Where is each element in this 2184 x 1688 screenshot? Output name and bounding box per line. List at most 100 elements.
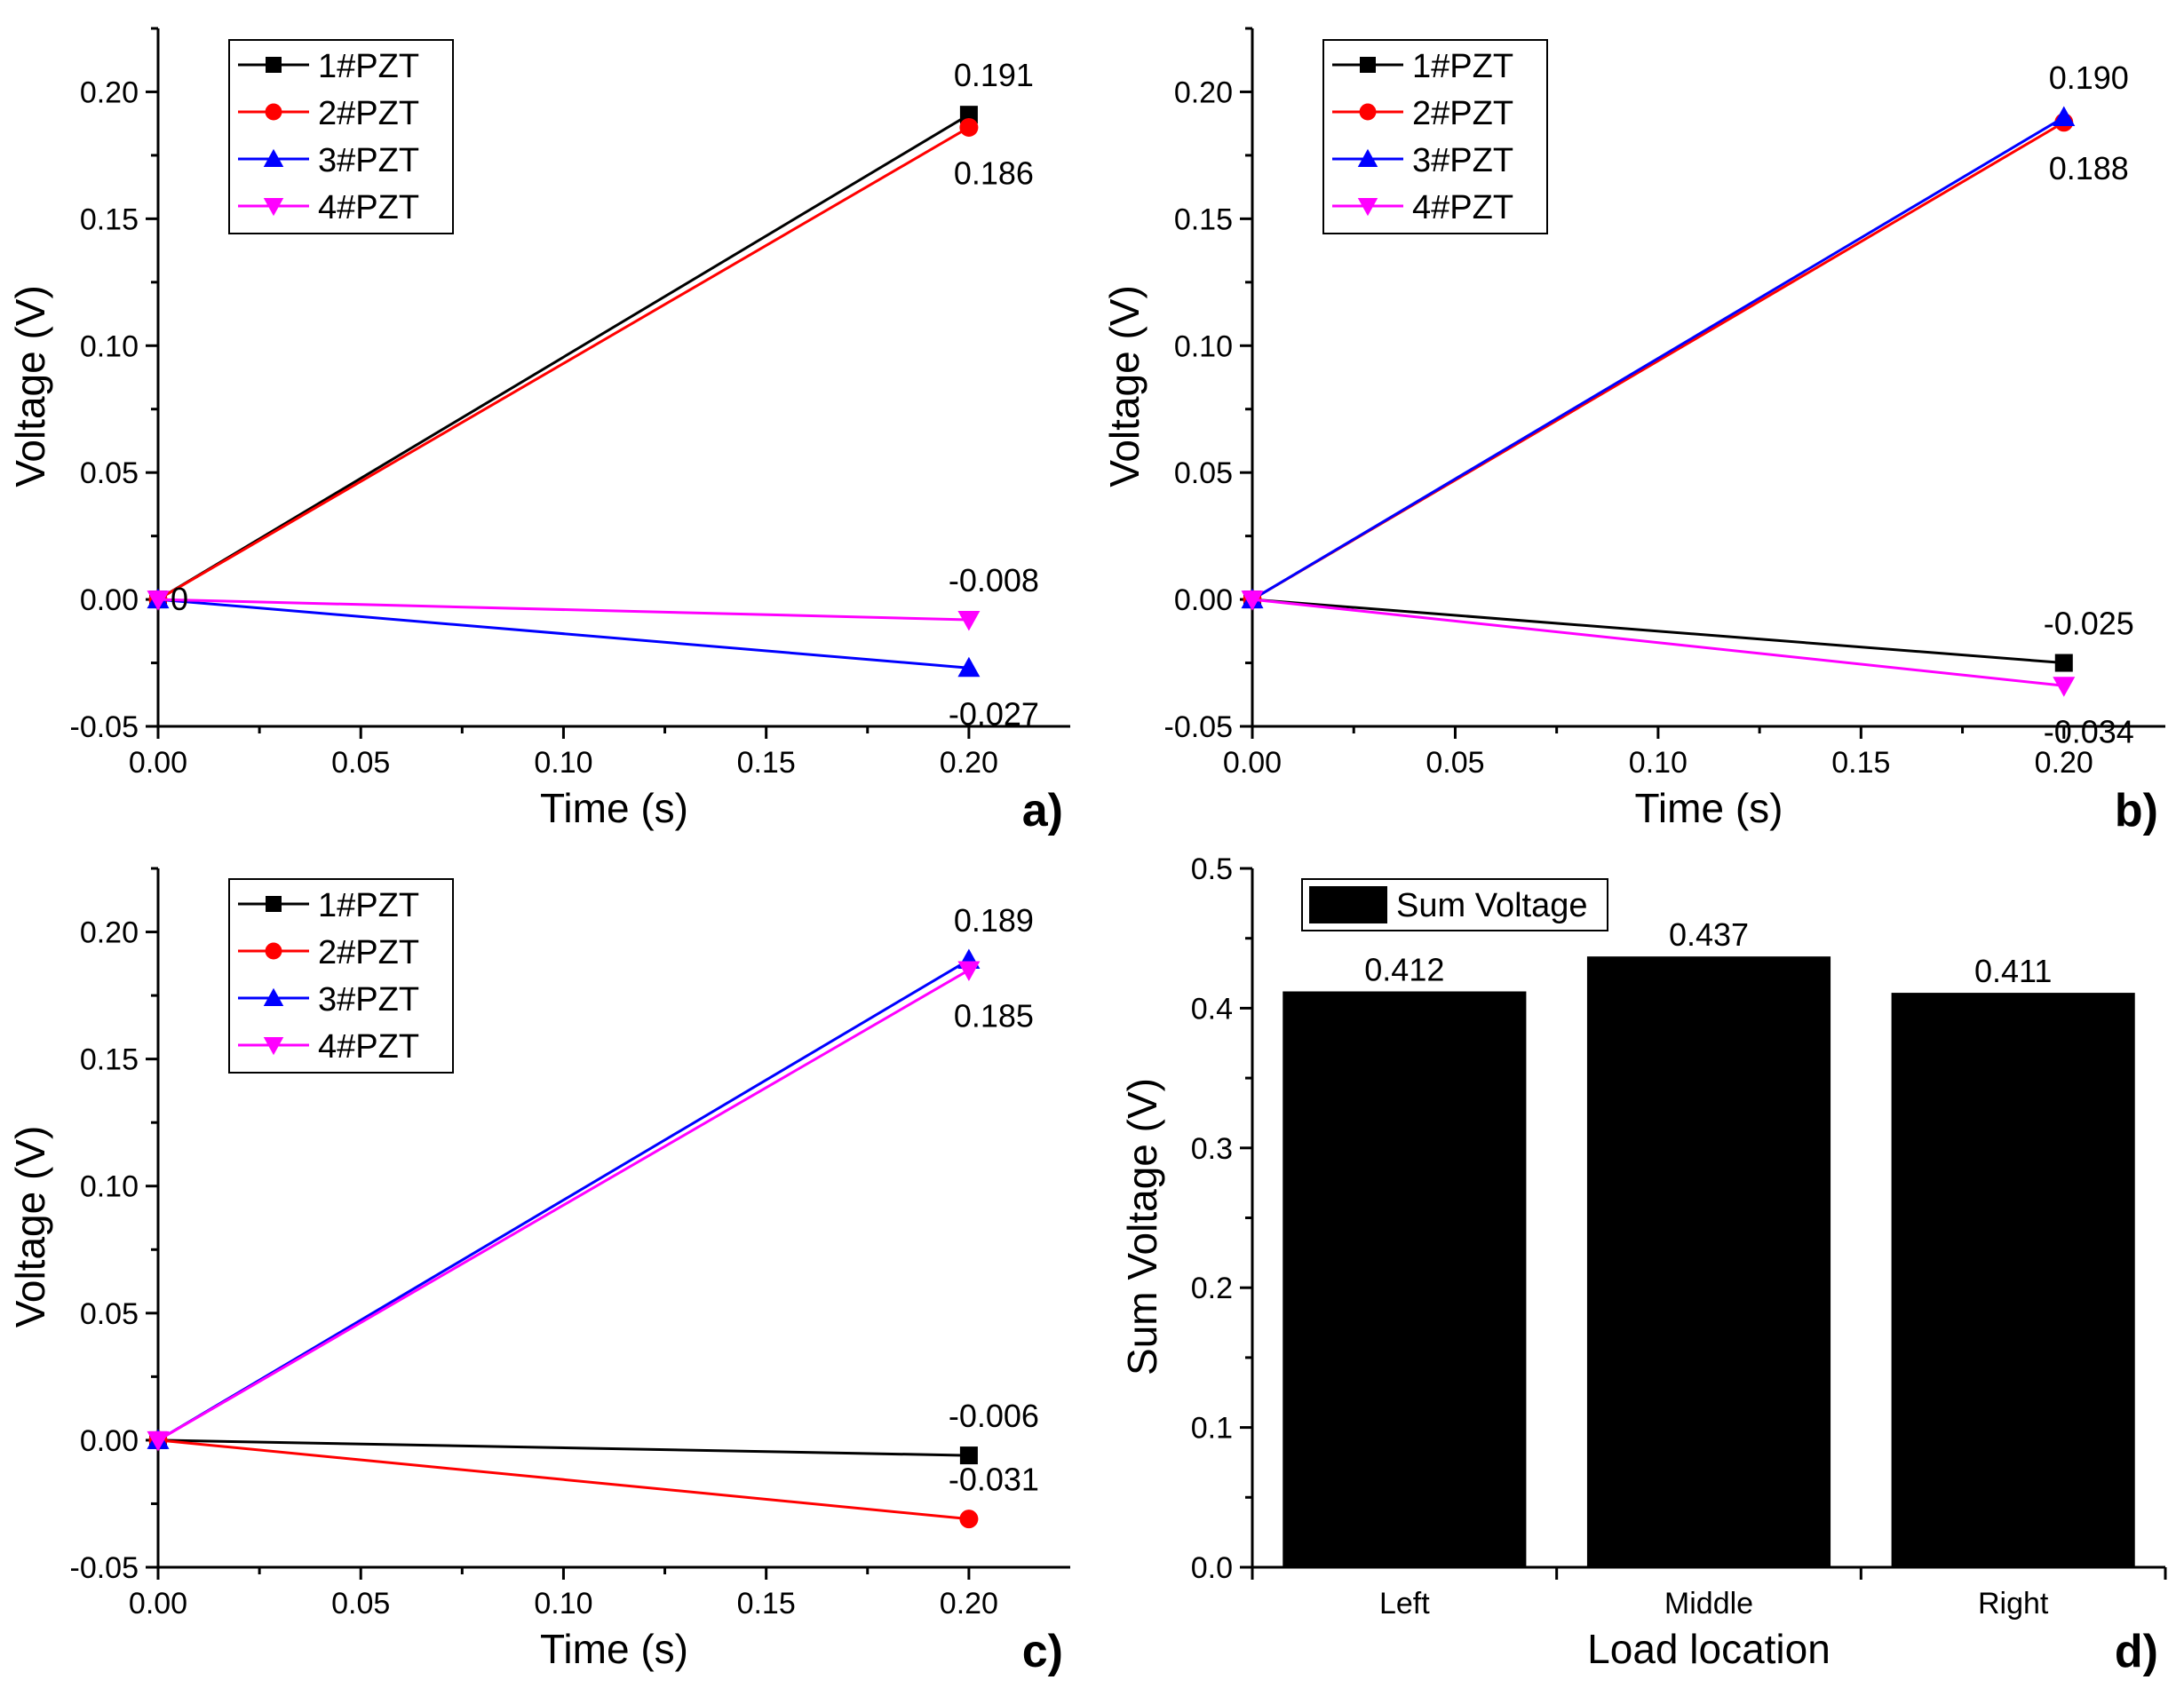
bar-left	[1283, 991, 1527, 1567]
data-label: -0.008	[949, 562, 1039, 598]
legend-marker	[263, 198, 284, 217]
bar-value-label: 0.412	[1364, 952, 1444, 988]
x-tick-label: 0.10	[534, 746, 592, 780]
bar-middle	[1586, 956, 1831, 1567]
legend-label: 1#PZT	[318, 48, 419, 85]
y-tick-label: 0.05	[1174, 456, 1233, 490]
bar-right	[1891, 993, 2135, 1567]
x-tick-label: 0.05	[331, 746, 390, 780]
y-tick-label: 0.00	[80, 1424, 139, 1458]
series-line-3#PZT	[1251, 115, 2065, 601]
y-tick-label: -0.05	[70, 1551, 139, 1585]
series-line-3#PZT	[157, 958, 970, 1442]
panel-2: 0.00 0.05 0.10 0.15 0.20-0.050.000.050.100.1…	[1101, 27, 2165, 836]
x-tick-label: 0.15	[737, 746, 796, 780]
x-tick-label: 0.10	[1629, 746, 1688, 780]
data-point	[959, 117, 979, 137]
y-tick-label: 0.10	[80, 329, 139, 363]
data-point	[2053, 677, 2076, 697]
panel-3: 0.00 0.05 0.10 0.15 0.20-0.050.000.050.100.1…	[7, 867, 1070, 1677]
y-axis-title: Sum Voltage (V)	[1119, 1078, 1165, 1375]
data-label: 0.189	[954, 902, 1034, 939]
legend-label: 4#PZT	[1412, 189, 1513, 226]
data-point	[957, 656, 981, 678]
y-tick-label: 0.20	[80, 916, 139, 950]
legend-swatch	[1309, 886, 1387, 923]
series-line-1#PZT	[157, 113, 970, 601]
legend-label: 3#PZT	[318, 981, 419, 1018]
legend-marker	[266, 57, 282, 73]
bar-value-label: 0.411	[1974, 953, 2052, 989]
data-label: 0.185	[954, 997, 1034, 1034]
y-tick-label: 0.15	[80, 202, 139, 236]
panel-1: 0.00 0.05 0.10 0.15 0.20-0.050.000.050.100.1…	[7, 27, 1070, 836]
y-tick-label: 0.20	[1174, 75, 1233, 109]
y-axis-title: Voltage (V)	[7, 285, 53, 487]
legend-marker	[266, 896, 282, 912]
panel-label: c)	[1022, 1626, 1063, 1677]
data-label: -0.006	[949, 1398, 1039, 1434]
legend: 1#PZT 2#PZT 3#PZT 4#PZT	[228, 878, 454, 1074]
y-tick-label: 0.1	[1191, 1412, 1233, 1446]
data-label: 0.188	[2049, 150, 2129, 186]
y-axis-title: Voltage (V)	[7, 1126, 53, 1328]
x-tick-label: 0.20	[940, 1587, 998, 1621]
data-point	[959, 106, 978, 124]
legend-label: 1#PZT	[318, 887, 419, 924]
data-label: -0.031	[949, 1462, 1039, 1498]
y-tick-label: 0.10	[80, 1170, 139, 1204]
legend-marker	[263, 148, 284, 167]
legend-label: 4#PZT	[318, 1028, 419, 1066]
data-point	[959, 1510, 979, 1529]
x-tick-label: 0.10	[534, 1587, 592, 1621]
legend: 1#PZT 2#PZT 3#PZT 4#PZT	[1322, 39, 1548, 234]
y-tick-label: 0.00	[1174, 583, 1233, 617]
y-tick-label: 0.20	[80, 75, 139, 109]
data-label: 0.186	[954, 155, 1034, 191]
x-axis-title: Time (s)	[540, 1626, 688, 1672]
legend-label: 4#PZT	[318, 189, 419, 226]
x-tick-label: 0.05	[1426, 746, 1484, 780]
y-tick-label: 0.0	[1191, 1551, 1233, 1585]
bar-value-label: 0.437	[1669, 916, 1749, 953]
data-label: 0	[171, 581, 188, 617]
y-tick-label: 0.3	[1191, 1132, 1233, 1166]
legend-marker	[1357, 198, 1378, 217]
x-tick-label: 0.00	[1223, 746, 1282, 780]
legend-marker	[1359, 103, 1377, 121]
x-tick-label: 0.15	[1831, 746, 1890, 780]
x-axis-title: Load location	[1587, 1626, 1831, 1672]
data-point	[957, 961, 981, 981]
data-label: -0.027	[949, 695, 1039, 732]
data-point	[147, 1430, 170, 1452]
data-point	[2053, 106, 2076, 127]
legend-marker	[265, 103, 282, 121]
data-point	[2054, 654, 2073, 672]
y-tick-label: -0.05	[1164, 710, 1234, 744]
y-tick-label: 0.15	[1174, 202, 1233, 236]
panel-label: b)	[2115, 785, 2158, 836]
x-tick-label: 0.20	[940, 746, 998, 780]
series-line-4#PZT	[157, 598, 969, 622]
x-axis-title: Time (s)	[1635, 785, 1783, 831]
x-axis-title: Time (s)	[540, 785, 688, 831]
x-tick-label: Right	[1978, 1587, 2049, 1621]
x-tick-label: Middle	[1664, 1587, 1753, 1621]
series-line-4#PZT	[157, 969, 970, 1442]
data-label: -0.034	[2044, 713, 2134, 749]
x-tick-label: 0.20	[2035, 746, 2093, 780]
legend-marker	[263, 1037, 284, 1056]
legend-label: 1#PZT	[1412, 48, 1513, 85]
x-tick-label: Left	[1379, 1587, 1430, 1621]
data-point	[959, 1446, 978, 1465]
y-axis-title: Voltage (V)	[1101, 285, 1148, 487]
data-label: 0.190	[2049, 59, 2129, 96]
y-tick-label: 0.5	[1191, 852, 1233, 886]
legend-marker	[263, 987, 284, 1006]
y-tick-label: -0.05	[70, 710, 139, 744]
legend-label: Sum Voltage	[1396, 887, 1587, 924]
legend: Sum Voltage	[1301, 878, 1608, 931]
x-tick-label: 0.00	[129, 1587, 187, 1621]
x-tick-label: 0.15	[737, 1587, 796, 1621]
y-tick-label: 0.00	[80, 583, 139, 617]
